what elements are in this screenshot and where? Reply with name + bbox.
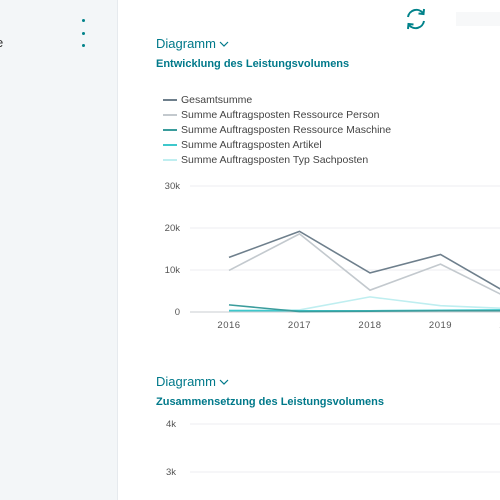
legend-swatch: [163, 158, 177, 161]
legend-item[interactable]: Summe Auftragsposten Typ Sachposten: [163, 152, 391, 167]
legend-item[interactable]: Summe Auftragsposten Ressource Person: [163, 107, 391, 122]
legend-swatch: [163, 143, 177, 146]
legend-item[interactable]: Gesamtsumme: [163, 92, 391, 107]
series-line: [228, 232, 500, 295]
chart-title-1: Entwicklung des Leistungsvolumens: [156, 58, 350, 70]
chart-title-2: Zusammensetzung des Leistungsvolumens: [156, 396, 384, 408]
top-right-field[interactable]: [456, 12, 500, 26]
series-line: [228, 304, 500, 313]
legend-swatch: [163, 128, 177, 131]
chevron-down-icon: [219, 379, 229, 385]
main-content: Diagramm Entwicklung des Leistungsvolume…: [118, 0, 500, 500]
series-line: [228, 230, 500, 290]
legend-label: Summe Auftragsposten Typ Sachposten: [181, 153, 369, 166]
legend-label: Summe Auftragsposten Ressource Maschine: [181, 123, 392, 136]
x-tick-label: 2017: [288, 320, 311, 331]
y-tick-label: 10k: [165, 265, 181, 276]
legend-item[interactable]: Summe Auftragsposten Artikel: [163, 137, 391, 152]
diagram-selector-2[interactable]: Diagramm: [156, 374, 229, 389]
chevron-down-icon: [219, 41, 229, 47]
legend-item[interactable]: Summe Auftragsposten Ressource Maschine: [163, 122, 391, 137]
chart-legend: Gesamtsumme Summe Auftragsposten Ressourc…: [163, 92, 391, 167]
x-tick-label: 2018: [358, 320, 381, 331]
y-tick-label: 4k: [166, 419, 176, 430]
x-tick-label: 2016: [217, 320, 240, 331]
y-tick-label: 20k: [165, 223, 181, 234]
diagram-selector-label: Diagramm: [156, 374, 216, 389]
legend-label: Summe Auftragsposten Ressource Person: [181, 108, 380, 121]
legend-swatch: [163, 98, 177, 101]
legend-swatch: [163, 113, 177, 116]
line-chart: 010k20k30k20162017201820192020: [165, 181, 500, 331]
diagram-selector-label: Diagramm: [156, 36, 216, 51]
legend-label: Gesamtsumme: [181, 93, 253, 106]
refresh-icon[interactable]: [402, 5, 430, 33]
y-tick-label: 30k: [165, 181, 181, 192]
y-tick-label: 3k: [166, 467, 176, 478]
legend-label: Summe Auftragsposten Artikel: [181, 138, 322, 151]
sidebar-clipped-text: e: [0, 35, 3, 50]
diagram-selector-1[interactable]: Diagramm: [156, 36, 229, 51]
x-tick-label: 2019: [429, 320, 452, 331]
left-panel: e: [0, 0, 118, 500]
more-options-icon[interactable]: [78, 19, 88, 47]
y-tick-label: 0: [175, 307, 180, 318]
